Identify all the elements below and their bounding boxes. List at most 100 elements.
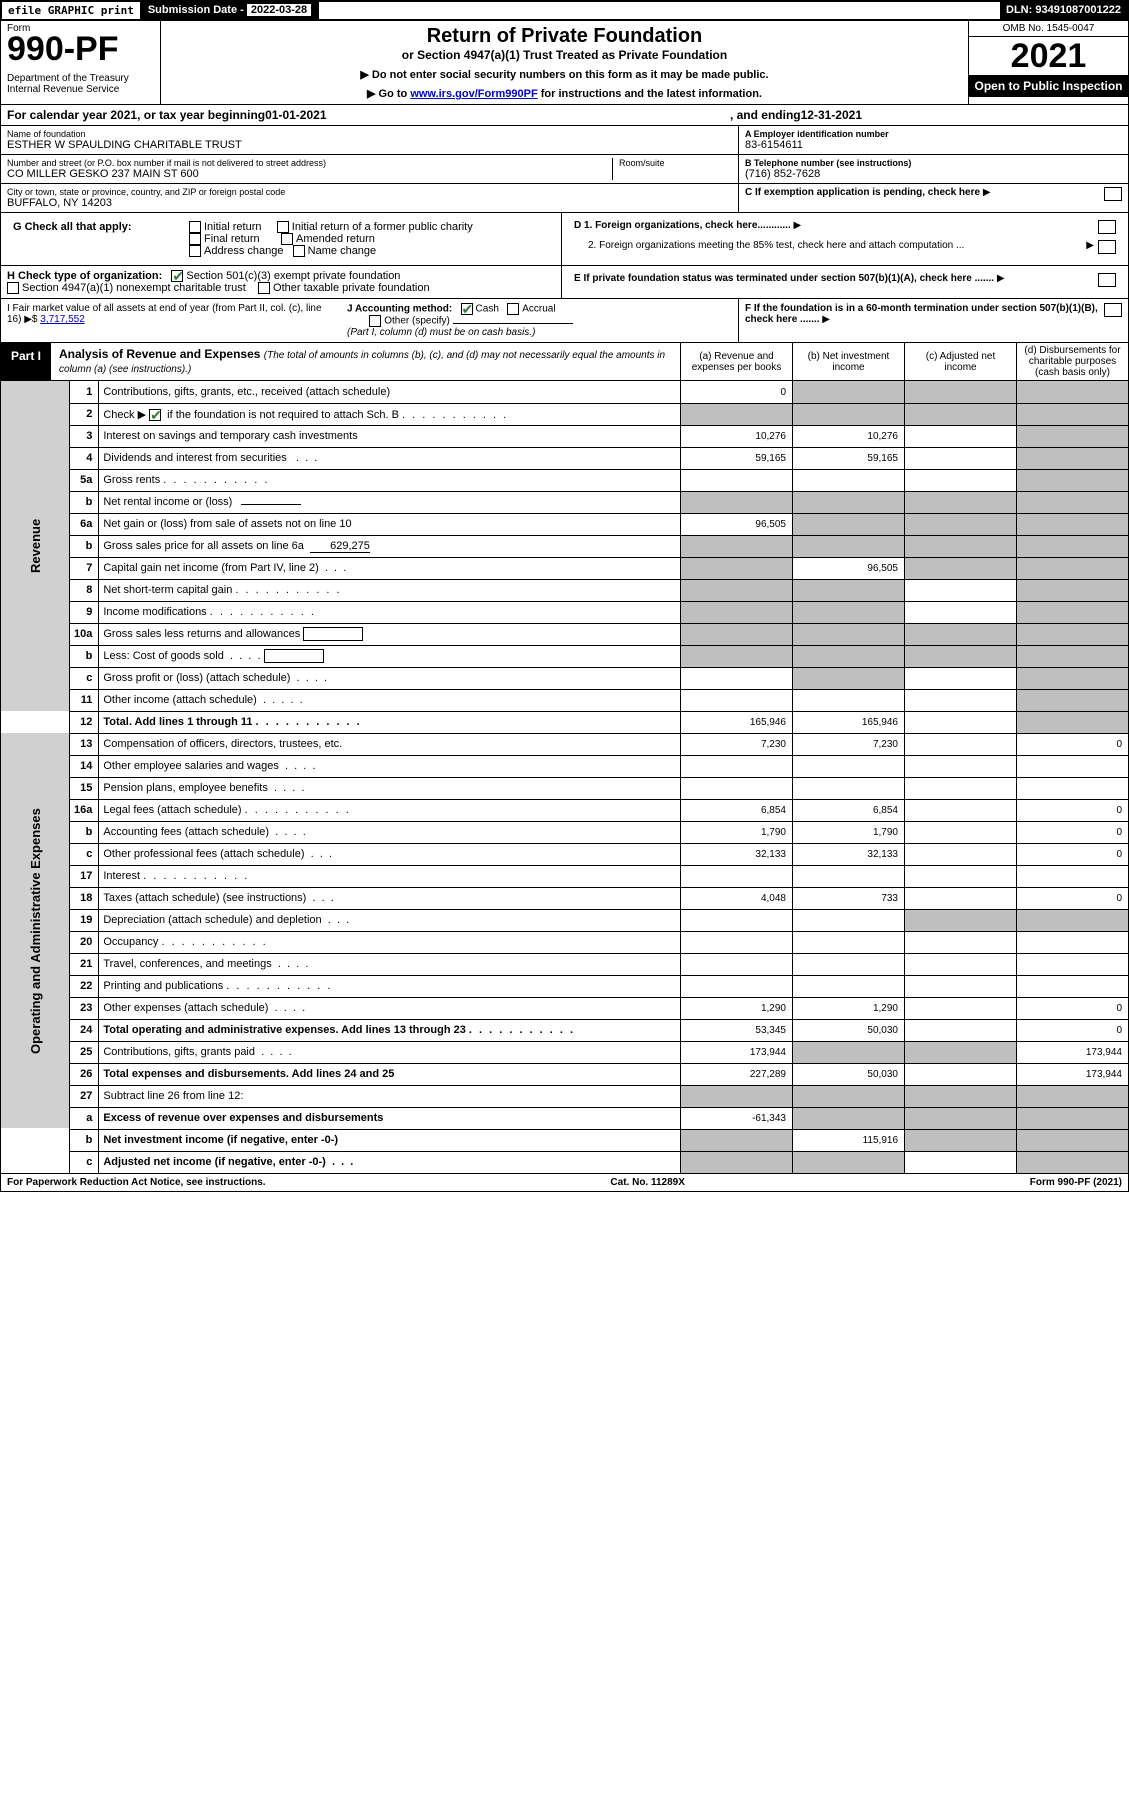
g-opt-final: Final return <box>204 233 260 245</box>
phone-label: B Telephone number (see instructions) <box>745 158 1122 168</box>
name-cell: Name of foundation ESTHER W SPAULDING CH… <box>1 126 738 155</box>
f-checkbox[interactable] <box>1104 303 1122 317</box>
addr-cell: Number and street (or P.O. box number if… <box>1 155 738 184</box>
row-15: 15Pension plans, employee benefits . . .… <box>1 777 1129 799</box>
part1-title: Analysis of Revenue and Expenses <box>59 347 260 361</box>
j-note: (Part I, column (d) must be on cash basi… <box>347 327 732 338</box>
dept: Department of the Treasury Internal Reve… <box>7 73 154 95</box>
h-501c3-checkbox[interactable] <box>171 270 183 282</box>
subdate-value: 2022-03-28 <box>247 4 311 16</box>
irs-link[interactable]: www.irs.gov/Form990PF <box>410 88 537 100</box>
header-center: Return of Private Foundation or Section … <box>161 21 968 104</box>
city-label: City or town, state or province, country… <box>7 187 732 197</box>
name-label: Name of foundation <box>7 129 732 139</box>
ein-label: A Employer identification number <box>745 129 1122 139</box>
g-left: G Check all that apply: Initial return I… <box>1 213 561 265</box>
j-cash: Cash <box>476 304 499 315</box>
identity-right: A Employer identification number 83-6154… <box>738 126 1128 212</box>
identity-left: Name of foundation ESTHER W SPAULDING CH… <box>1 126 738 212</box>
fmv-link[interactable]: 3,717,552 <box>40 314 85 325</box>
part1-tag: Part I <box>1 343 51 380</box>
row-16a: 16aLegal fees (attach schedule) 6,8546,8… <box>1 799 1129 821</box>
g-opt-initial-public: Initial return of a former public charit… <box>292 221 473 233</box>
g-amended-checkbox[interactable] <box>281 233 293 245</box>
top-bar: efile GRAPHIC print Submission Date - 20… <box>0 0 1129 21</box>
j-other-checkbox[interactable] <box>369 315 381 327</box>
row-25: 25Contributions, gifts, grants paid . . … <box>1 1041 1129 1063</box>
cal-end: 12-31-2021 <box>801 108 862 122</box>
part1-desc: Analysis of Revenue and Expenses (The to… <box>51 343 680 380</box>
row-27b: bNet investment income (if negative, ent… <box>1 1129 1129 1151</box>
d2-label: 2. Foreign organizations meeting the 85%… <box>574 240 1086 251</box>
row-5a: 5aGross rents <box>1 469 1129 491</box>
row-11: 11Other income (attach schedule) . . . .… <box>1 689 1129 711</box>
row-9: 9Income modifications <box>1 601 1129 623</box>
d1-label: D 1. Foreign organizations, check here..… <box>574 220 791 231</box>
h-opt-other: Other taxable private foundation <box>273 282 430 294</box>
city-cell: City or town, state or province, country… <box>1 184 738 212</box>
efile-label[interactable]: efile GRAPHIC print <box>2 2 142 19</box>
foot-left: For Paperwork Reduction Act Notice, see … <box>7 1177 266 1188</box>
identity-block: Name of foundation ESTHER W SPAULDING CH… <box>0 126 1129 213</box>
row-26: 26Total expenses and disbursements. Add … <box>1 1063 1129 1085</box>
row-23: 23Other expenses (attach schedule) . . .… <box>1 997 1129 1019</box>
d-right: D 1. Foreign organizations, check here..… <box>561 213 1128 265</box>
schb-checkbox[interactable] <box>149 409 161 421</box>
cal-pre: For calendar year 2021, or tax year begi… <box>7 108 265 122</box>
row-13: Operating and Administrative Expenses 13… <box>1 733 1129 755</box>
ein-val: 83-6154611 <box>745 139 1122 151</box>
foot-right: Form 990-PF (2021) <box>1030 1177 1122 1188</box>
d2-checkbox[interactable] <box>1098 240 1116 254</box>
row-6a: 6aNet gain or (loss) from sale of assets… <box>1 513 1129 535</box>
header-left: Form 990-PF Department of the Treasury I… <box>1 21 161 104</box>
g-final-checkbox[interactable] <box>189 233 201 245</box>
c-checkbox[interactable] <box>1104 187 1122 201</box>
part1-table: Revenue 1Contributions, gifts, grants, e… <box>0 381 1129 1174</box>
header-right: OMB No. 1545-0047 2021 Open to Public In… <box>968 21 1128 104</box>
row-1: Revenue 1Contributions, gifts, grants, e… <box>1 381 1129 403</box>
open-inspection: Open to Public Inspection <box>969 75 1128 97</box>
cal-begin: 01-01-2021 <box>265 108 326 122</box>
j-cell: J Accounting method: Cash Accrual Other … <box>341 299 738 342</box>
g-name-checkbox[interactable] <box>293 245 305 257</box>
j-cash-checkbox[interactable] <box>461 303 473 315</box>
form-header: Form 990-PF Department of the Treasury I… <box>0 21 1129 105</box>
row-10c: cGross profit or (loss) (attach schedule… <box>1 667 1129 689</box>
note-link: ▶ Go to www.irs.gov/Form990PF for instru… <box>171 87 958 100</box>
g-label: G Check all that apply: <box>13 221 183 233</box>
g-initial-checkbox[interactable] <box>189 221 201 233</box>
h-4947-checkbox[interactable] <box>7 282 19 294</box>
g-opt-name: Name change <box>308 245 377 257</box>
e-right: E If private foundation status was termi… <box>561 266 1128 298</box>
addr-label: Number and street (or P.O. box number if… <box>7 158 612 168</box>
e-label: E If private foundation status was termi… <box>574 273 994 284</box>
row-21: 21Travel, conferences, and meetings . . … <box>1 953 1129 975</box>
row-22: 22Printing and publications <box>1 975 1129 997</box>
row-6b: bGross sales price for all assets on lin… <box>1 535 1129 557</box>
note2-post: for instructions and the latest informat… <box>541 88 762 100</box>
row-24: 24Total operating and administrative exp… <box>1 1019 1129 1041</box>
d1-checkbox[interactable] <box>1098 220 1116 234</box>
h-other-checkbox[interactable] <box>258 282 270 294</box>
row-4: 4Dividends and interest from securities … <box>1 447 1129 469</box>
row-10a: 10aGross sales less returns and allowanc… <box>1 623 1129 645</box>
g-opt-initial: Initial return <box>204 221 261 233</box>
g-address-checkbox[interactable] <box>189 245 201 257</box>
g-initial-public-checkbox[interactable] <box>277 221 289 233</box>
form-title: Return of Private Foundation <box>171 25 958 48</box>
row-2: 2Check ▶ if the foundation is not requir… <box>1 403 1129 425</box>
row-3: 3Interest on savings and temporary cash … <box>1 425 1129 447</box>
e-checkbox[interactable] <box>1098 273 1116 287</box>
row-27a: aExcess of revenue over expenses and dis… <box>1 1107 1129 1129</box>
subdate-label: Submission Date - <box>148 4 247 16</box>
c-label: C If exemption application is pending, c… <box>745 187 980 198</box>
col-d-hdr: (d) Disbursements for charitable purpose… <box>1016 343 1128 380</box>
g-opt-amended: Amended return <box>296 233 375 245</box>
j-accrual-checkbox[interactable] <box>507 303 519 315</box>
calendar-year-row: For calendar year 2021, or tax year begi… <box>0 105 1129 126</box>
note-ssn: ▶ Do not enter social security numbers o… <box>171 68 958 81</box>
room-label: Room/suite <box>619 158 732 168</box>
row-17: 17Interest <box>1 865 1129 887</box>
i-cell: I Fair market value of all assets at end… <box>1 299 341 342</box>
submission-date: Submission Date - 2022-03-28 <box>142 2 319 19</box>
